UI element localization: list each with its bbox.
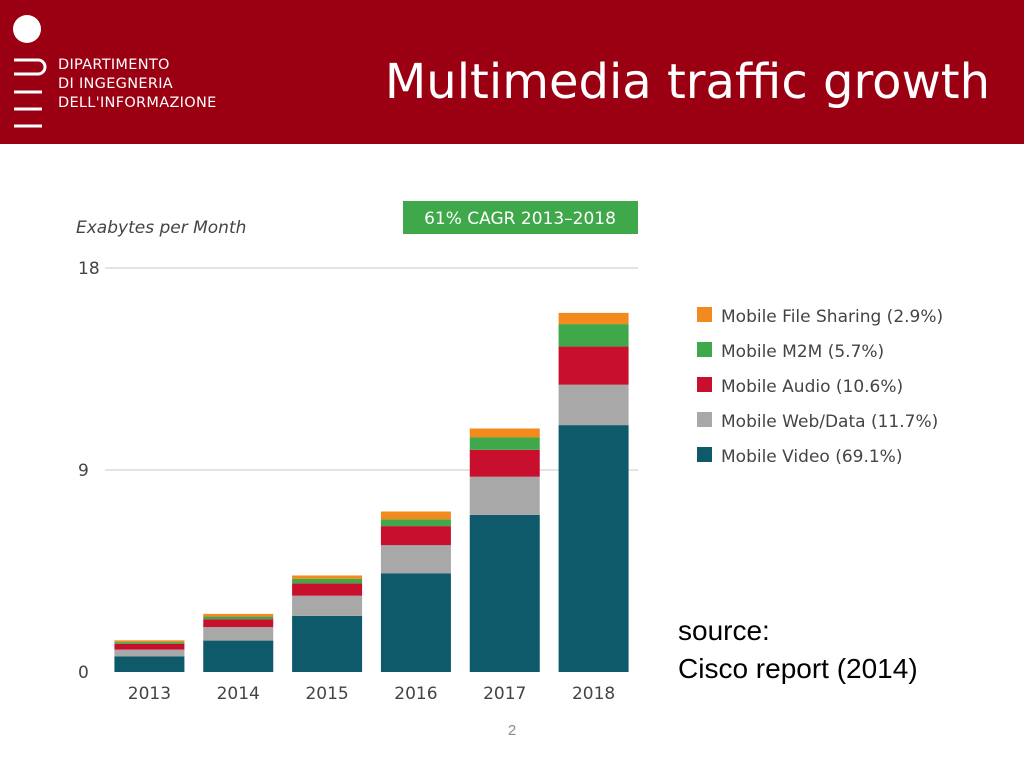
bar-segment (558, 346, 629, 385)
legend-label: Mobile M2M (5.7%) (721, 342, 884, 362)
source-citation: Cisco report (2014) (678, 653, 918, 684)
department-line: DELL'INFORMAZIONE (58, 95, 217, 111)
bar-segment (292, 575, 363, 579)
legend-label: Mobile Video (69.1%) (721, 447, 902, 467)
slide-title: Multimedia traffic growth (384, 54, 990, 110)
bar-segment (469, 437, 540, 450)
bar-segment (114, 643, 185, 650)
bar-segment (380, 519, 451, 527)
x-tick-label: 2013 (128, 684, 171, 704)
traffic-chart: Exabytes per Month 61% CAGR 2013–2018 0 9… (76, 201, 943, 704)
legend-label: Mobile File Sharing (2.9%) (721, 307, 943, 327)
y-tick-label: 9 (78, 461, 89, 481)
legend-swatch (697, 307, 712, 322)
x-tick-label: 2017 (483, 684, 526, 704)
legend-swatch (697, 412, 712, 427)
slide-header: DIPARTIMENTO DI INGEGNERIA DELL'INFORMAZ… (0, 0, 1024, 144)
legend-label: Mobile Web/Data (11.7%) (721, 412, 938, 432)
bar-segment (203, 613, 274, 617)
x-tick-label: 2014 (217, 684, 260, 704)
department-line: DIPARTIMENTO (58, 57, 170, 73)
x-tick-label: 2015 (305, 684, 348, 704)
x-tick-label: 2016 (394, 684, 437, 704)
y-axis-label: Exabytes per Month (76, 218, 246, 238)
bar-segment (469, 514, 540, 672)
x-tick-label: 2018 (572, 684, 615, 704)
department-line: DI INGEGNERIA (58, 76, 173, 92)
cagr-badge-label: 61% CAGR 2013–2018 (424, 209, 616, 229)
bar-segment (558, 312, 629, 325)
bar-segment (292, 595, 363, 616)
logo-circle-icon (13, 15, 41, 43)
bar-segment (380, 526, 451, 546)
bar-segment (203, 616, 274, 620)
bar-segment (469, 428, 540, 438)
bar-segment (469, 449, 540, 477)
bar-segment (380, 573, 451, 672)
legend-swatch (697, 342, 712, 357)
bar-segment (114, 640, 185, 643)
bar-segment (292, 583, 363, 596)
y-tick-label: 18 (78, 259, 100, 279)
bar-segment (469, 476, 540, 515)
bar-segment (114, 656, 185, 672)
legend-swatch (697, 447, 712, 462)
legend-label: Mobile Audio (10.6%) (721, 377, 903, 397)
bar-segment (203, 627, 274, 641)
bar-segment (558, 425, 629, 672)
source-note: source: Cisco report (2014) (678, 612, 918, 688)
bar-segment (292, 578, 363, 584)
legend-swatch (697, 377, 712, 392)
bar-segment (114, 642, 185, 644)
department-name: DIPARTIMENTO DI INGEGNERIA DELL'INFORMAZ… (58, 56, 217, 113)
bar-segment (292, 615, 363, 672)
source-label: source: (678, 615, 770, 646)
cagr-badge-background (403, 201, 638, 234)
bar-segment (558, 324, 629, 347)
bar-segment (203, 619, 274, 628)
bar-segment (380, 545, 451, 574)
logo-u-mark-icon (14, 58, 47, 76)
bar-segment (203, 640, 274, 672)
bar-segment (114, 649, 185, 657)
university-logo (13, 15, 47, 128)
bar-segment (558, 384, 629, 426)
cagr-badge: 61% CAGR 2013–2018 (403, 201, 638, 234)
page-number: 2 (507, 722, 517, 739)
y-tick-label: 0 (78, 663, 89, 683)
bar-segment (380, 511, 451, 520)
